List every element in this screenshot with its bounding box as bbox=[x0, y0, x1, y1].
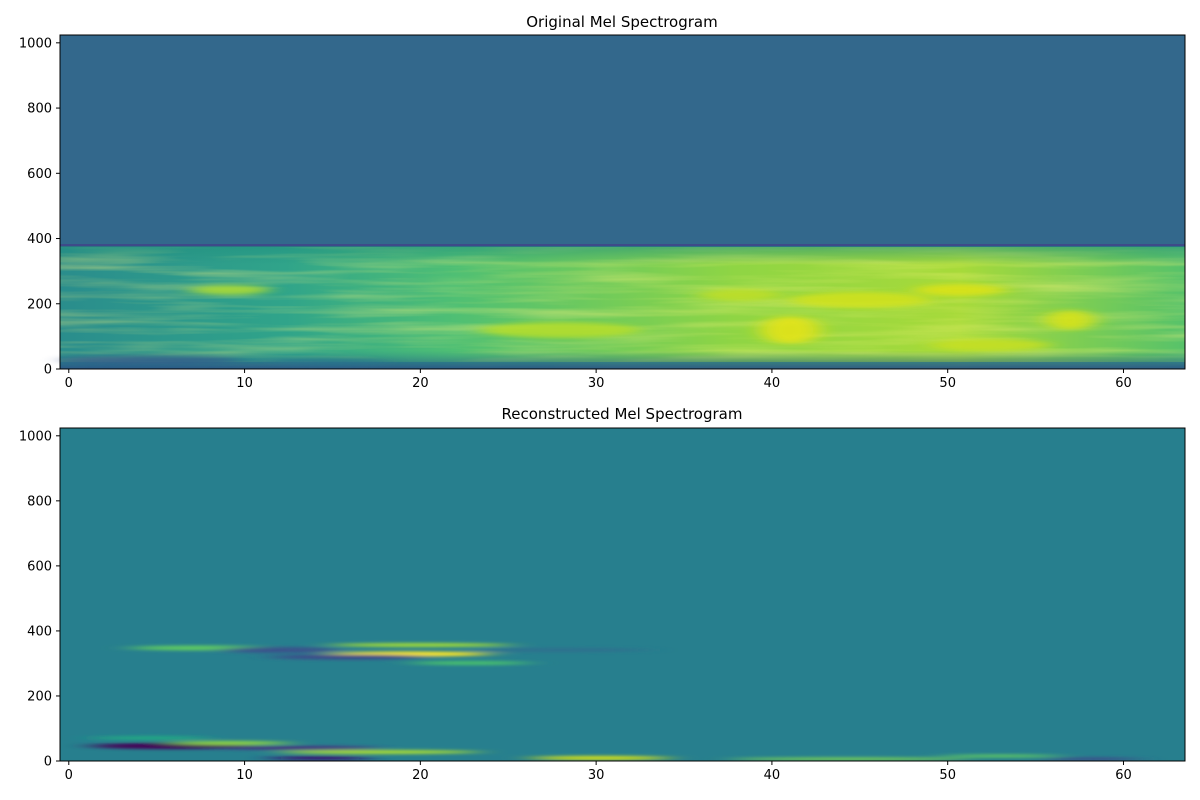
reconstructed-spectrogram-panel: Reconstructed Mel Spectrogram bbox=[19, 405, 1186, 783]
chart-title: Original Mel Spectrogram bbox=[526, 13, 717, 31]
y-tick-label: 200 bbox=[27, 297, 52, 312]
streak bbox=[270, 654, 430, 660]
spectrogram-image bbox=[60, 35, 1185, 369]
x-tick-label: 40 bbox=[764, 376, 781, 391]
x-tick-label: 10 bbox=[236, 376, 253, 391]
x-tick-label: 60 bbox=[1115, 376, 1132, 391]
y-tick-label: 0 bbox=[44, 363, 52, 378]
y-tick-label: 400 bbox=[27, 624, 52, 639]
y-tick-label: 800 bbox=[27, 102, 52, 117]
streak bbox=[280, 750, 480, 754]
background-field bbox=[60, 428, 1185, 761]
x-tick-label: 30 bbox=[588, 376, 605, 391]
streak bbox=[90, 736, 210, 740]
y-tick-label: 400 bbox=[27, 232, 52, 247]
x-axis: 0 10 20 30 40 50 60 bbox=[65, 369, 1132, 391]
x-tick-label: 0 bbox=[65, 768, 73, 783]
y-tick-label: 0 bbox=[44, 755, 52, 770]
x-axis: 0 10 20 30 40 50 60 bbox=[65, 761, 1132, 783]
y-tick-label: 800 bbox=[27, 494, 52, 509]
original-spectrogram-panel: Original Mel Spectrogram bbox=[19, 13, 1186, 391]
y-tick-label: 600 bbox=[27, 167, 52, 182]
streak bbox=[470, 648, 650, 652]
streak bbox=[270, 756, 370, 760]
streak bbox=[220, 746, 380, 750]
streak bbox=[940, 754, 1060, 758]
y-tick-label: 600 bbox=[27, 559, 52, 574]
streak bbox=[220, 647, 340, 653]
spectrogram-image bbox=[60, 428, 1185, 761]
y-tick-label: 200 bbox=[27, 689, 52, 704]
chart-title: Reconstructed Mel Spectrogram bbox=[502, 405, 743, 423]
x-tick-label: 40 bbox=[764, 768, 781, 783]
streak bbox=[330, 643, 510, 647]
y-axis: 0 200 400 600 800 1000 bbox=[19, 36, 60, 378]
x-tick-label: 30 bbox=[588, 768, 605, 783]
y-tick-label: 1000 bbox=[19, 36, 52, 51]
x-tick-label: 20 bbox=[412, 768, 429, 783]
streak bbox=[1040, 757, 1140, 761]
y-tick-label: 1000 bbox=[19, 429, 52, 444]
streak bbox=[730, 757, 970, 761]
flat-region bbox=[60, 35, 1185, 246]
x-tick-label: 20 bbox=[412, 376, 429, 391]
axes-frame bbox=[59, 427, 1186, 762]
streak bbox=[170, 741, 290, 745]
x-tick-label: 50 bbox=[939, 376, 956, 391]
streak bbox=[530, 756, 670, 760]
x-tick-label: 60 bbox=[1115, 768, 1132, 783]
x-tick-label: 10 bbox=[236, 768, 253, 783]
y-axis: 0 200 400 600 800 1000 bbox=[19, 429, 60, 770]
x-tick-label: 0 bbox=[65, 376, 73, 391]
streak bbox=[410, 661, 530, 665]
axes-frame bbox=[59, 34, 1186, 370]
x-tick-label: 50 bbox=[939, 768, 956, 783]
